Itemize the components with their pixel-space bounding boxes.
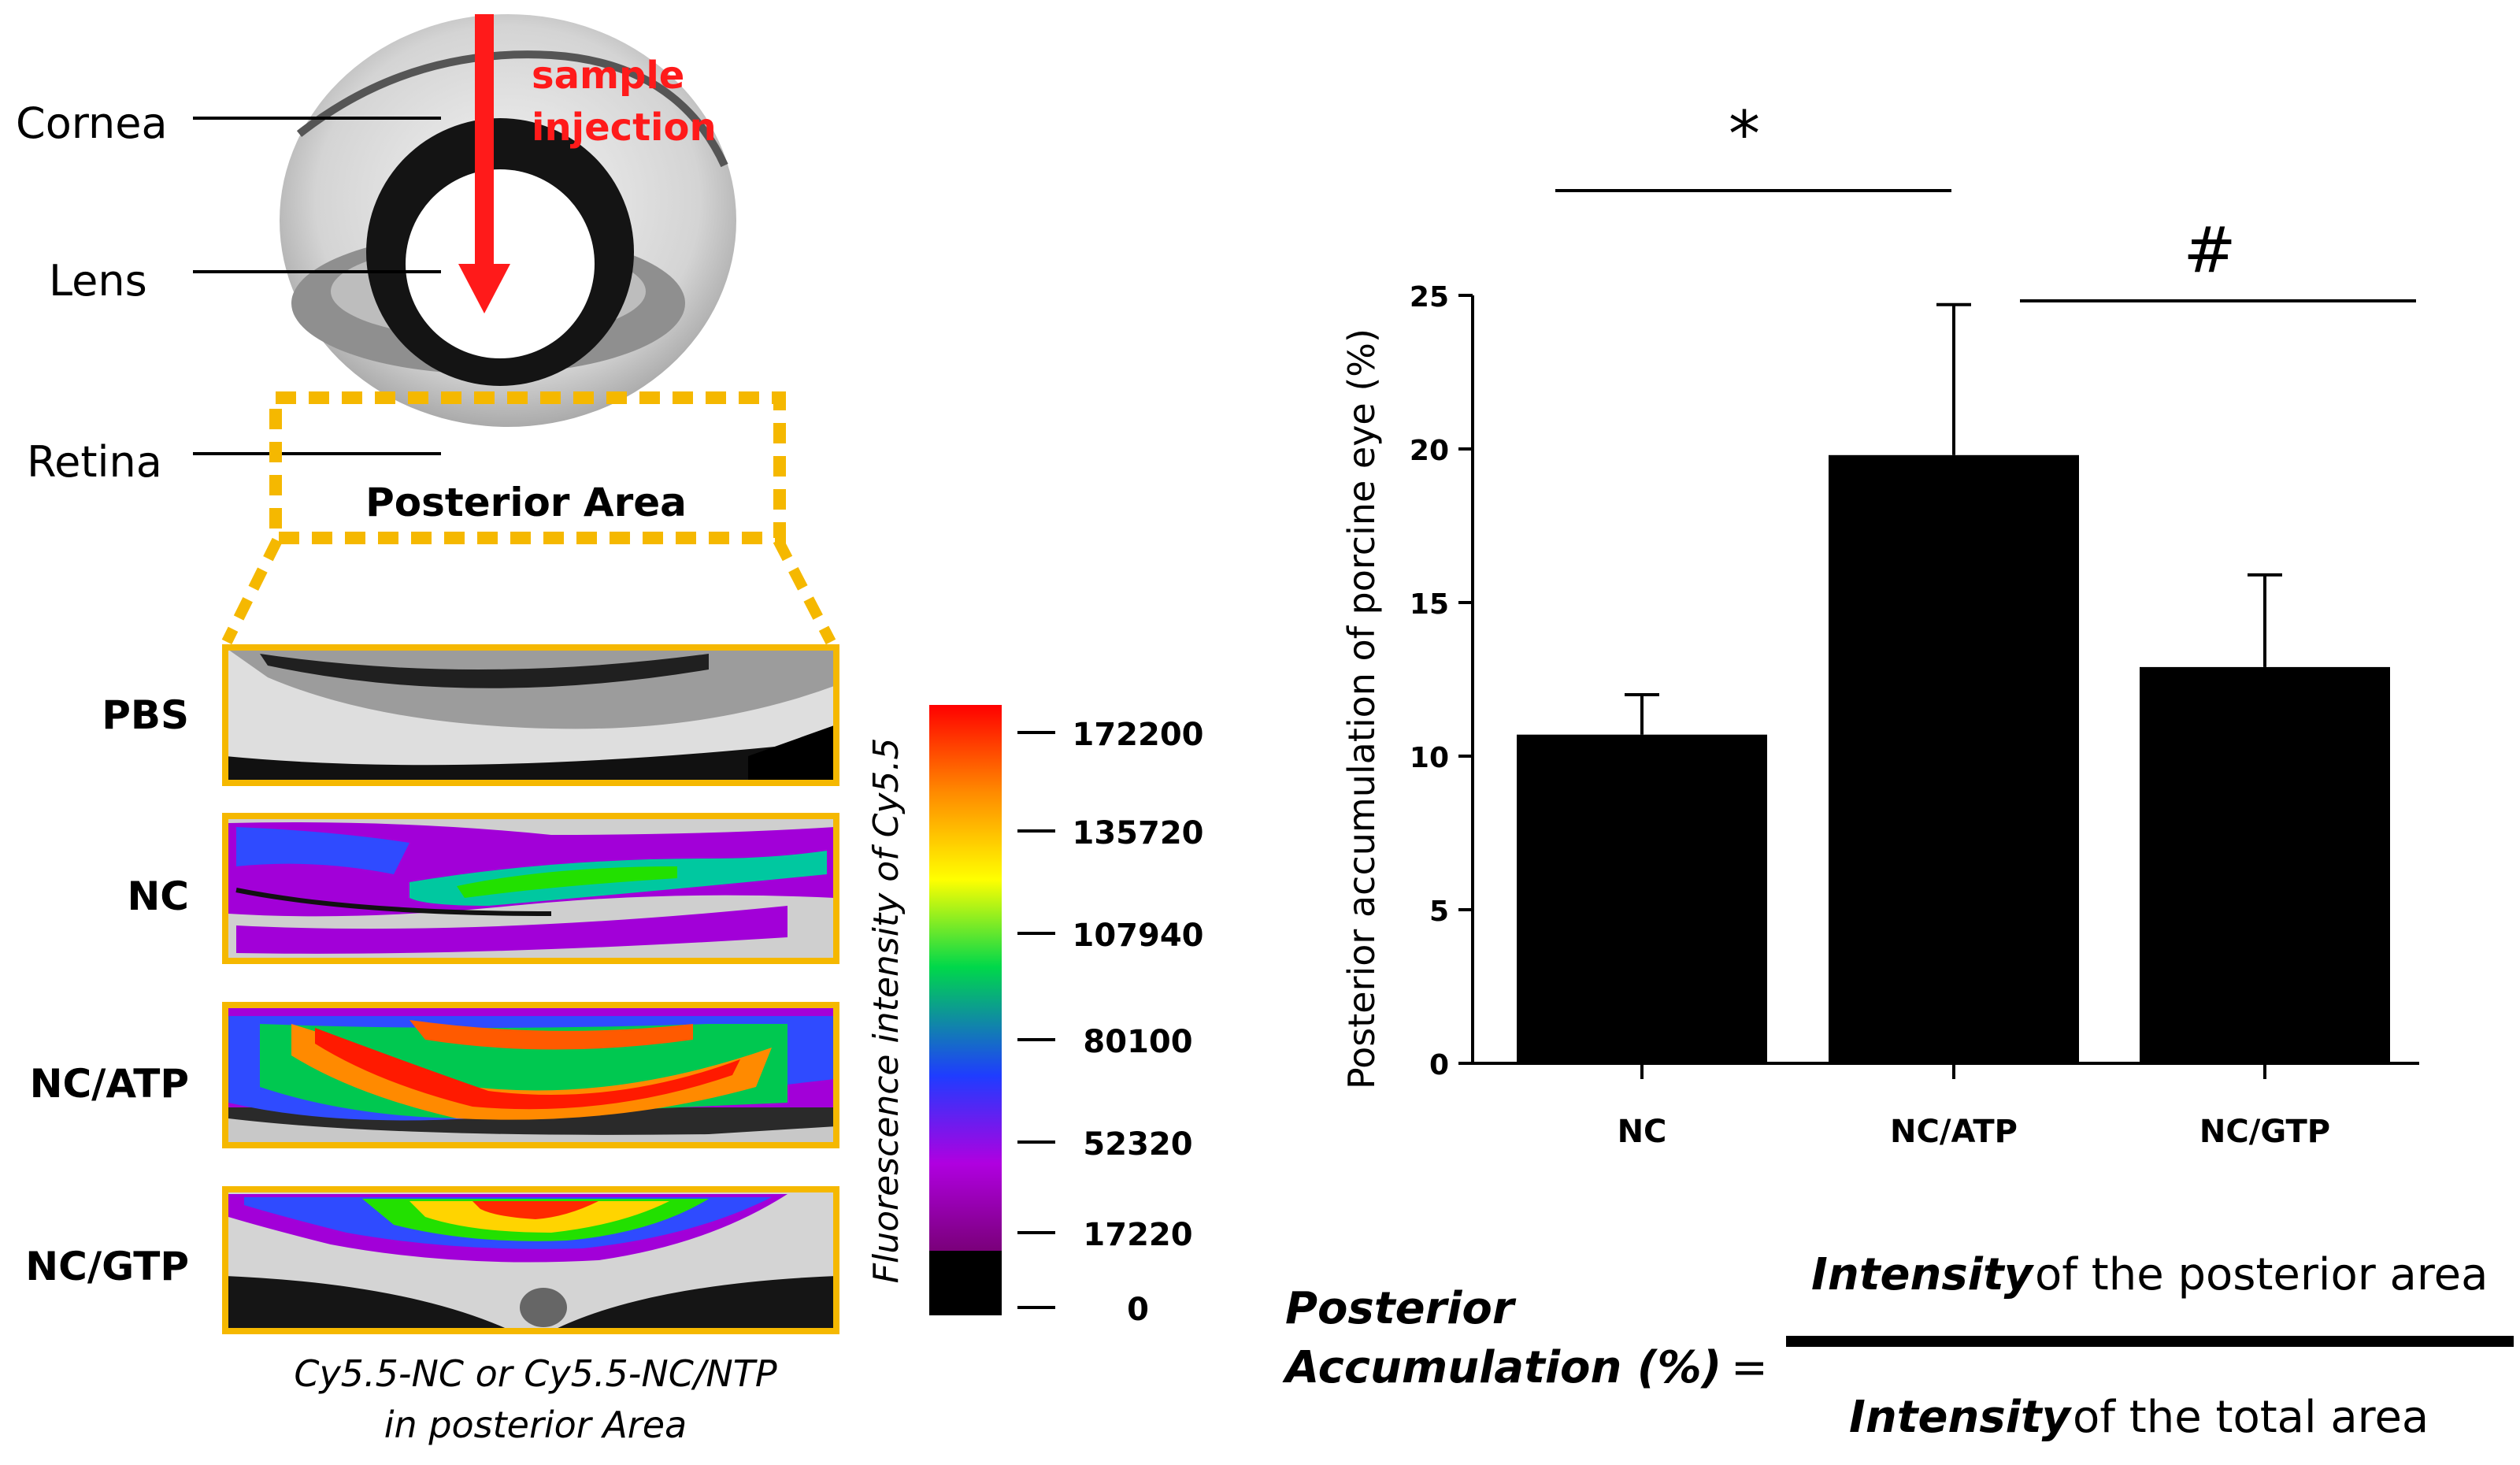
colorbar-tick-label: 0 — [1127, 1292, 1149, 1328]
injection-arrow-icon — [458, 14, 510, 313]
x-tick-label: NC — [1618, 1114, 1667, 1150]
y-axis-label: Posterior accumulation of porcine eye (%… — [1340, 328, 1383, 1089]
y-tick-label: 25 — [1410, 281, 1449, 313]
injection-label-line2: injection — [532, 106, 717, 150]
y-tick-label: 10 — [1410, 742, 1449, 774]
y-tick-label: 20 — [1410, 435, 1449, 467]
panel-nc-atp — [222, 1002, 839, 1148]
colorbar-tick-label: 80100 — [1083, 1024, 1192, 1060]
panels-caption-line1: Cy5.5-NC or Cy5.5-NC/NTP — [294, 1352, 777, 1395]
panel-pbs — [222, 644, 839, 786]
colorbar-tick-label: 17220 — [1083, 1217, 1192, 1253]
bar-nc-gtp — [2140, 666, 2390, 1063]
panel-nc — [222, 813, 839, 964]
colorbar-tick-label: 52320 — [1083, 1126, 1192, 1163]
panel-label-nc-gtp: NC/GTP — [25, 1244, 189, 1289]
bar-chart: 0 5 10 15 20 25 NC NC/ATP NC/GTP * # — [1410, 98, 2419, 1150]
zoom-line-left — [221, 537, 283, 645]
injection-label-line1: sample — [532, 54, 684, 98]
colorbar-title: Fluorescence intensity of Cy5.5 — [866, 738, 906, 1284]
formula-numerator-rest: of the posterior area — [2035, 1249, 2488, 1300]
formula-lhs-line1: Posterior — [1285, 1283, 1517, 1334]
significance-symbol: # — [2183, 213, 2236, 287]
y-tick-label: 5 — [1429, 896, 1449, 928]
panel-label-nc: NC — [127, 873, 189, 919]
formula-equals: = — [1731, 1342, 1768, 1393]
panel-nc-gtp — [222, 1186, 839, 1334]
formula-lhs-line2: Accumulation (%) — [1282, 1342, 1721, 1393]
posterior-area-box — [269, 391, 786, 544]
formula-fraction-bar — [1786, 1336, 2514, 1347]
colorbar-tick-label: 107940 — [1073, 918, 1204, 954]
x-tick-label: NC/ATP — [1890, 1114, 2018, 1150]
cornea-label: Cornea — [16, 98, 168, 148]
significance-symbol: * — [1729, 98, 1760, 171]
formula-numerator-bold: Intensity — [1811, 1249, 2035, 1300]
colorbar-tick-label: 172200 — [1073, 717, 1204, 753]
panel-label-pbs: PBS — [102, 692, 189, 738]
retina-label: Retina — [27, 437, 162, 487]
lens-label: Lens — [49, 256, 147, 306]
panel-label-nc-atp: NC/ATP — [30, 1061, 189, 1107]
y-tick-label: 15 — [1410, 588, 1449, 621]
bar-nc — [1517, 734, 1767, 1063]
posterior-area-label: Posterior Area — [365, 480, 687, 525]
formula-denominator-rest: of the total area — [2073, 1392, 2429, 1443]
y-tick-label: 0 — [1429, 1049, 1449, 1081]
zoom-line-right — [773, 537, 836, 645]
x-tick-label: NC/GTP — [2199, 1114, 2330, 1150]
formula-denominator-bold: Intensity — [1849, 1392, 2073, 1443]
bar-nc-atp — [1829, 454, 2079, 1063]
panels-caption-line2: in posterior Area — [384, 1404, 687, 1446]
colorbar — [929, 705, 1002, 1315]
colorbar-tick-label: 135720 — [1073, 815, 1204, 851]
